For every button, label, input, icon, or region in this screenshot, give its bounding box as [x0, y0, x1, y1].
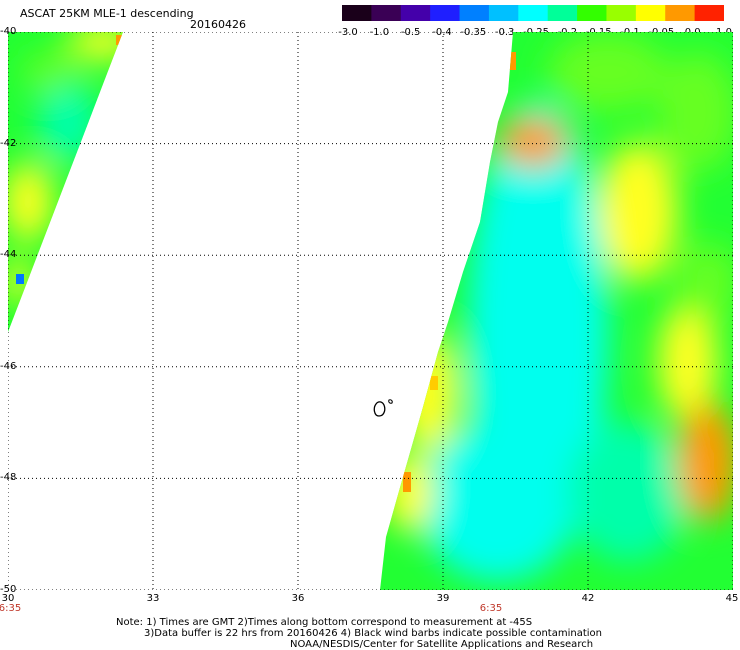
note-line-2: 3)Data buffer is 22 hrs from 20160426 4)…: [144, 628, 602, 639]
field-patch: [658, 302, 718, 422]
field-patch: [23, 52, 73, 92]
color-scale-segment: [400, 5, 431, 21]
note-line-1: Note: 1) Times are GMT 2)Times along bot…: [116, 617, 533, 628]
latitude-label: -46: [0, 360, 17, 372]
color-scale-svg: [342, 5, 725, 21]
color-scale-tick-label: -0.4: [432, 27, 452, 38]
color-scale-segment: [488, 5, 519, 21]
field-patch: [548, 32, 668, 112]
field-patch: [678, 242, 733, 322]
latitude-label: -42: [0, 137, 17, 149]
color-scale-segment: [518, 5, 549, 21]
island-outline: [373, 399, 393, 417]
color-scale-segment: [430, 5, 461, 21]
color-scale-segment: [694, 5, 725, 21]
color-scale-bar: [342, 5, 725, 21]
color-scale-tick-label: -0.5: [400, 27, 421, 38]
color-scale-segment: [577, 5, 607, 21]
color-scale-segment: [665, 5, 696, 21]
color-scale-tick-label: -1.0: [369, 27, 390, 38]
note-line-3: NOAA/NESDIS/Center for Satellite Applica…: [290, 639, 594, 650]
mle-field-map: [7, 31, 734, 591]
swath-west: [8, 32, 123, 332]
field-patch: [658, 52, 733, 172]
color-scale-segment: [371, 5, 402, 21]
latitude-label: -50: [0, 584, 17, 595]
map-plot-area: [7, 31, 734, 591]
latitude-label: -44: [0, 249, 17, 261]
field-patch: [678, 402, 733, 522]
color-scale-segment: [547, 5, 578, 21]
longitude-label: 39: [436, 593, 450, 604]
field-patch: [418, 422, 578, 582]
color-scale-tick-label: -0.35: [460, 27, 487, 38]
field-patch: [598, 142, 678, 282]
field-patch: [568, 422, 688, 562]
swath-east: [380, 32, 733, 590]
latitude-label: -40: [0, 26, 17, 37]
longitude-label: 45: [725, 593, 739, 604]
longitude-label: 42: [581, 593, 595, 604]
color-scale-segment: [342, 5, 372, 21]
longitude-label: 30: [1, 593, 15, 604]
longitude-label: 33: [146, 593, 160, 604]
latitude-label: -48: [0, 472, 17, 484]
field-patch: [498, 117, 568, 167]
time-label-west: 6:35: [0, 603, 22, 614]
color-scale-segment: [635, 5, 666, 21]
field-patch: [38, 82, 98, 162]
map-title: ASCAT 25KM MLE-1 descending: [20, 7, 194, 20]
time-label-east: 6:35: [479, 603, 503, 614]
map-date: 20160426: [190, 18, 246, 31]
field-patch: [398, 332, 458, 452]
color-scale-segment: [606, 5, 637, 21]
color-scale-segment: [459, 5, 490, 21]
field-patch: [8, 162, 53, 242]
longitude-label: 36: [291, 593, 305, 604]
